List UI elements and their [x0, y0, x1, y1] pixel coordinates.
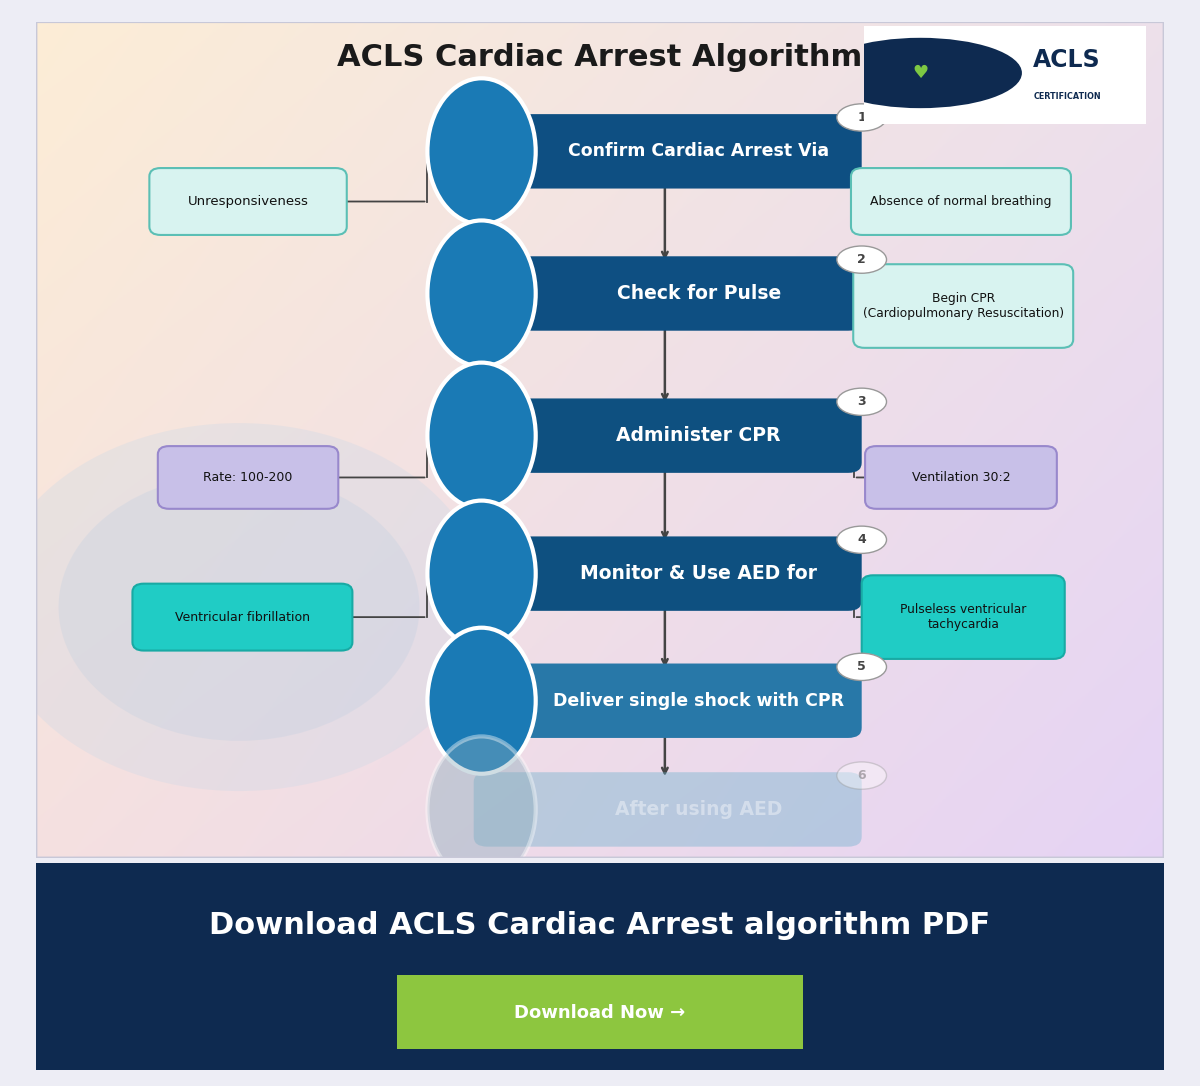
Text: Check for Pulse: Check for Pulse — [617, 285, 781, 303]
Text: 4: 4 — [857, 533, 866, 546]
Text: After using AED: After using AED — [616, 800, 782, 819]
Text: 3: 3 — [857, 395, 866, 408]
Ellipse shape — [836, 653, 887, 681]
FancyBboxPatch shape — [853, 264, 1073, 348]
Text: 5: 5 — [857, 660, 866, 673]
Text: Deliver single shock with CPR: Deliver single shock with CPR — [553, 692, 845, 710]
Text: 1: 1 — [857, 111, 866, 124]
Ellipse shape — [836, 526, 887, 554]
FancyBboxPatch shape — [474, 114, 862, 189]
Text: Administer CPR: Administer CPR — [617, 426, 781, 445]
Ellipse shape — [427, 736, 535, 883]
Ellipse shape — [427, 78, 535, 225]
Text: Rate: 100-200: Rate: 100-200 — [203, 471, 293, 484]
Text: Unresponsiveness: Unresponsiveness — [187, 195, 308, 209]
Text: ACLS: ACLS — [1033, 48, 1100, 73]
Text: 2: 2 — [857, 253, 866, 266]
FancyBboxPatch shape — [850, 22, 1160, 128]
FancyBboxPatch shape — [474, 399, 862, 472]
Circle shape — [59, 473, 420, 741]
FancyBboxPatch shape — [474, 256, 862, 331]
FancyBboxPatch shape — [474, 664, 862, 738]
Ellipse shape — [836, 247, 887, 274]
FancyBboxPatch shape — [474, 536, 862, 610]
Text: Begin CPR
(Cardiopulmonary Resuscitation): Begin CPR (Cardiopulmonary Resuscitation… — [863, 292, 1063, 320]
FancyBboxPatch shape — [132, 583, 353, 651]
Circle shape — [0, 424, 487, 791]
FancyBboxPatch shape — [149, 168, 347, 235]
Text: Download Now →: Download Now → — [515, 1003, 685, 1022]
Text: ♥: ♥ — [912, 64, 929, 81]
Text: Absence of normal breathing: Absence of normal breathing — [870, 195, 1051, 209]
Ellipse shape — [427, 501, 535, 646]
Text: Monitor & Use AED for: Monitor & Use AED for — [581, 564, 817, 583]
Ellipse shape — [836, 104, 887, 131]
FancyBboxPatch shape — [397, 975, 803, 1049]
Text: Ventilation 30:2: Ventilation 30:2 — [912, 471, 1010, 484]
FancyBboxPatch shape — [865, 446, 1057, 509]
Text: ACLS Cardiac Arrest Algorithm: ACLS Cardiac Arrest Algorithm — [337, 42, 863, 72]
Text: Download ACLS Cardiac Arrest algorithm PDF: Download ACLS Cardiac Arrest algorithm P… — [210, 911, 990, 939]
FancyBboxPatch shape — [851, 168, 1070, 235]
Circle shape — [818, 38, 1022, 109]
FancyBboxPatch shape — [158, 446, 338, 509]
FancyBboxPatch shape — [474, 772, 862, 847]
FancyBboxPatch shape — [13, 859, 1187, 1074]
Text: Pulseless ventricular
tachycardia: Pulseless ventricular tachycardia — [900, 603, 1026, 631]
Text: CERTIFICATION: CERTIFICATION — [1033, 92, 1100, 101]
Text: Ventricular fibrillation: Ventricular fibrillation — [175, 610, 310, 623]
Ellipse shape — [427, 628, 535, 773]
Ellipse shape — [836, 388, 887, 416]
Text: Confirm Cardiac Arrest Via: Confirm Cardiac Arrest Via — [568, 142, 829, 161]
FancyBboxPatch shape — [862, 576, 1064, 659]
Text: 6: 6 — [857, 769, 866, 782]
Ellipse shape — [427, 363, 535, 508]
Ellipse shape — [427, 220, 535, 367]
Ellipse shape — [836, 762, 887, 790]
